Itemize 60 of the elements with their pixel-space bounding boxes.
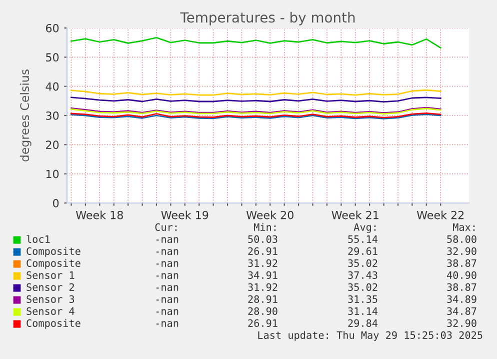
text: -nan [156,261,178,267]
text: 31.92 [248,283,278,291]
x-tick-label: Week 18 [76,210,123,220]
text: 55.14 [348,235,378,243]
text: -nan [156,321,178,327]
legend-label: Sensor 1 [26,271,74,279]
text: 38.87 [447,259,476,267]
text: -nan [156,297,178,303]
text: 40.90 [446,271,476,279]
text: Last update: Thu May 29 15:25:03 2025 [258,331,482,341]
legend-label: Sensor 2 [26,283,74,291]
text: 26.91 [248,247,278,255]
line-series [70,36,442,49]
text: 35.02 [348,259,378,267]
text: 31.92 [248,259,278,267]
text: 31.14 [348,307,378,315]
legend-label: Composite [26,319,80,329]
text: 35.02 [348,283,378,291]
chart-title: Temperatures - by month [180,12,355,26]
text: 29.61 [348,247,378,255]
text: 31.35 [348,295,378,303]
y-tick-label: 40 [46,82,59,91]
y-tick-label: 10 [46,170,59,178]
text: 34.89 [447,295,476,303]
x-tick-label: Week 19 [161,210,208,220]
y-axis-title: degrees Celsius [20,70,32,162]
text: 28.90 [248,307,278,315]
x-tick-label: Week 20 [246,210,294,220]
text: -nan [156,309,178,315]
text: 28.91 [248,295,278,303]
legend-label: loc1 [26,235,50,243]
text: Min: [254,223,276,231]
text: 58.00 [447,235,476,243]
text: 34.87 [447,307,476,315]
text: 26.91 [248,319,278,327]
text: 32.90 [447,319,476,327]
legend-label: Sensor 4 [26,307,74,315]
text: 29.84 [348,319,378,327]
text: Max: [453,223,475,231]
text: -nan [156,237,178,243]
text: Cur: [155,223,177,231]
y-tick-label: 0 [53,198,59,208]
x-tick-label: Week 22 [416,210,464,220]
text: 38.87 [447,283,476,291]
text: 37.43 [348,271,378,279]
text: 32.90 [447,247,476,255]
text: -nan [156,285,178,291]
text: -nan [156,273,178,279]
text: Avg: [354,223,376,233]
text: 34.91 [248,271,278,279]
x-tick-label: Week 21 [332,210,378,220]
y-tick-label: 50 [46,53,59,62]
legend-label: Composite [26,247,80,257]
legend-label: Composite [26,259,80,269]
y-tick-label: 30 [46,111,59,120]
text: 50.03 [248,235,278,243]
y-tick-label: 60 [46,24,59,32]
text: -nan [156,249,178,255]
legend-label: Sensor 3 [26,295,74,303]
y-tick-label: 20 [46,140,59,150]
